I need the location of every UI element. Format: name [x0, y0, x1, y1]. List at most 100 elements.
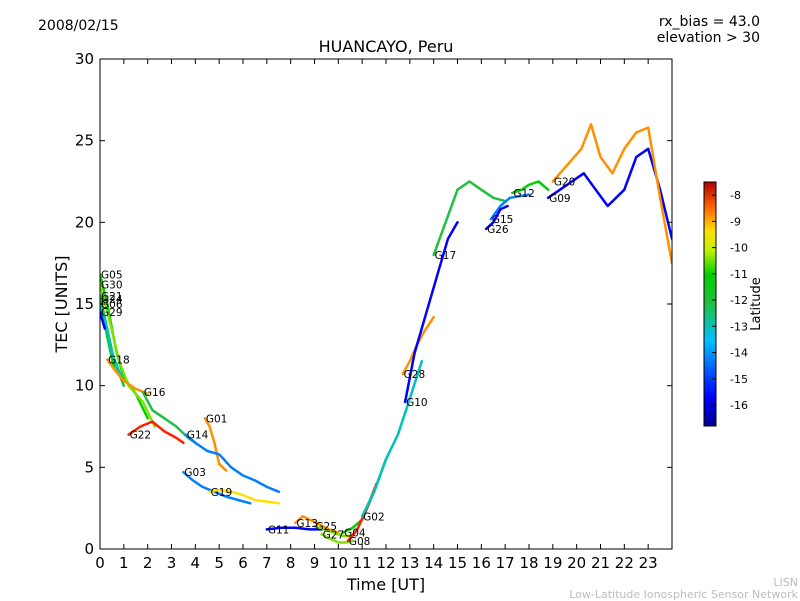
series-label-g11: G11	[268, 524, 290, 536]
series-g17	[432, 180, 507, 257]
series-label-g29: G29	[101, 307, 123, 319]
series-g28	[401, 315, 435, 376]
x-axis-label: Time [UT]	[346, 575, 425, 594]
series-g22	[127, 420, 185, 445]
series-g25	[313, 524, 354, 538]
x-tick-label: 1	[119, 554, 129, 572]
x-tick-label: 10	[329, 554, 348, 572]
colorbar-label: Latitude	[749, 277, 764, 331]
series-g19	[208, 488, 281, 505]
series-g06	[100, 302, 123, 379]
series-label-g09: G09	[549, 193, 571, 205]
series-label-g25: G25	[316, 521, 338, 533]
series-label-g03: G03	[184, 467, 206, 479]
series-label-g21: G21	[101, 291, 123, 303]
series-label-g19: G19	[211, 487, 233, 499]
series-g01	[203, 417, 228, 472]
x-tick-label: 6	[238, 554, 248, 572]
series-label-g30: G30	[101, 279, 123, 291]
series-label-g02: G02	[363, 511, 385, 523]
series-label-g20: G20	[554, 177, 576, 189]
series-label-g08: G08	[349, 536, 371, 548]
x-tick-label: 2	[143, 554, 153, 572]
colorbar-tick-label: -9	[730, 215, 741, 228]
date-label: 2008/02/15	[38, 18, 119, 34]
x-tick-label: 21	[591, 554, 610, 572]
x-tick-label: 15	[448, 554, 467, 572]
x-tick-label: 12	[376, 554, 395, 572]
chart-title: HUANCAYO, Peru	[319, 37, 454, 56]
series-g02	[360, 359, 424, 518]
series-label-g14: G14	[187, 430, 209, 442]
series-g12	[511, 180, 550, 195]
y-tick-label: 30	[75, 50, 94, 68]
x-tick-label: 0	[95, 554, 105, 572]
x-tick-label: 14	[424, 554, 443, 572]
colorbar-tick-label: -16	[730, 399, 748, 412]
series-label-g06: G06	[101, 299, 123, 311]
x-tick-label: 3	[167, 554, 177, 572]
colorbar-tick-label: -8	[730, 189, 741, 202]
elevation-label: elevation > 30	[656, 30, 760, 46]
x-tick-label: 9	[310, 554, 320, 572]
series-label-g15: G15	[492, 214, 514, 226]
x-tick-label: 23	[639, 554, 658, 572]
y-tick-label: 5	[84, 458, 94, 476]
series-label-g12: G12	[513, 188, 535, 200]
y-tick-label: 0	[84, 540, 94, 558]
plot-frame	[99, 58, 673, 550]
x-tick-label: 11	[353, 554, 372, 572]
colorbar-tick-label: -10	[730, 242, 748, 255]
series-g09	[546, 147, 672, 240]
series-g14	[184, 433, 281, 494]
x-tick-label: 18	[519, 554, 538, 572]
y-tick-label: 25	[75, 132, 94, 150]
x-tick-label: 17	[496, 554, 515, 572]
y-axis-label: TEC [UNITS]	[52, 256, 71, 354]
colorbar-tick-label: -15	[730, 373, 748, 386]
series-label-g04: G04	[344, 528, 366, 540]
y-tick-label: 15	[75, 295, 94, 313]
y-tick-label: 20	[75, 213, 94, 231]
series-label-g18: G18	[108, 355, 129, 367]
series-g20	[551, 123, 672, 265]
rx-bias-label: rx_bias = 43.0	[658, 14, 760, 30]
colorbar-tick-label: -12	[730, 294, 748, 307]
series-label-g24: G24	[101, 294, 123, 306]
series-g30	[100, 283, 157, 428]
colorbar-tick-label: -14	[730, 347, 748, 360]
series-label-g28: G28	[404, 369, 426, 381]
x-tick-label: 20	[567, 554, 586, 572]
colorbar-tick-label: -13	[730, 320, 748, 333]
x-tick-label: 4	[191, 554, 201, 572]
colorbar	[703, 181, 717, 427]
credit-network: Low-Latitude Ionospheric Sensor Network	[569, 588, 798, 601]
series-label-g22: G22	[130, 430, 152, 442]
series-g18	[105, 358, 149, 396]
series-g11	[265, 526, 323, 531]
series-label-g01: G01	[206, 413, 228, 425]
credit-lisn: LISN	[773, 576, 798, 589]
series-g26	[484, 204, 509, 231]
x-tick-label: 16	[472, 554, 491, 572]
series-g10	[403, 221, 459, 404]
series-label-g26: G26	[487, 224, 509, 236]
series-label-g10: G10	[406, 397, 428, 409]
series-label-g27: G27	[323, 529, 345, 541]
series-label-g17: G17	[435, 250, 457, 262]
series-g29	[100, 310, 107, 330]
series-g15	[489, 193, 531, 221]
x-tick-label: 22	[615, 554, 634, 572]
colorbar-tick-label: -11	[730, 268, 748, 281]
x-tick-label: 8	[286, 554, 296, 572]
series-g13	[294, 515, 340, 534]
series-label-g16: G16	[144, 387, 166, 399]
series-label-g05: G05	[101, 270, 123, 282]
x-tick-label: 7	[262, 554, 272, 572]
y-tick-label: 10	[75, 377, 94, 395]
series-label-g13: G13	[296, 518, 318, 530]
x-tick-label: 5	[214, 554, 224, 572]
x-tick-label: 19	[543, 554, 562, 572]
x-tick-label: 13	[400, 554, 419, 572]
